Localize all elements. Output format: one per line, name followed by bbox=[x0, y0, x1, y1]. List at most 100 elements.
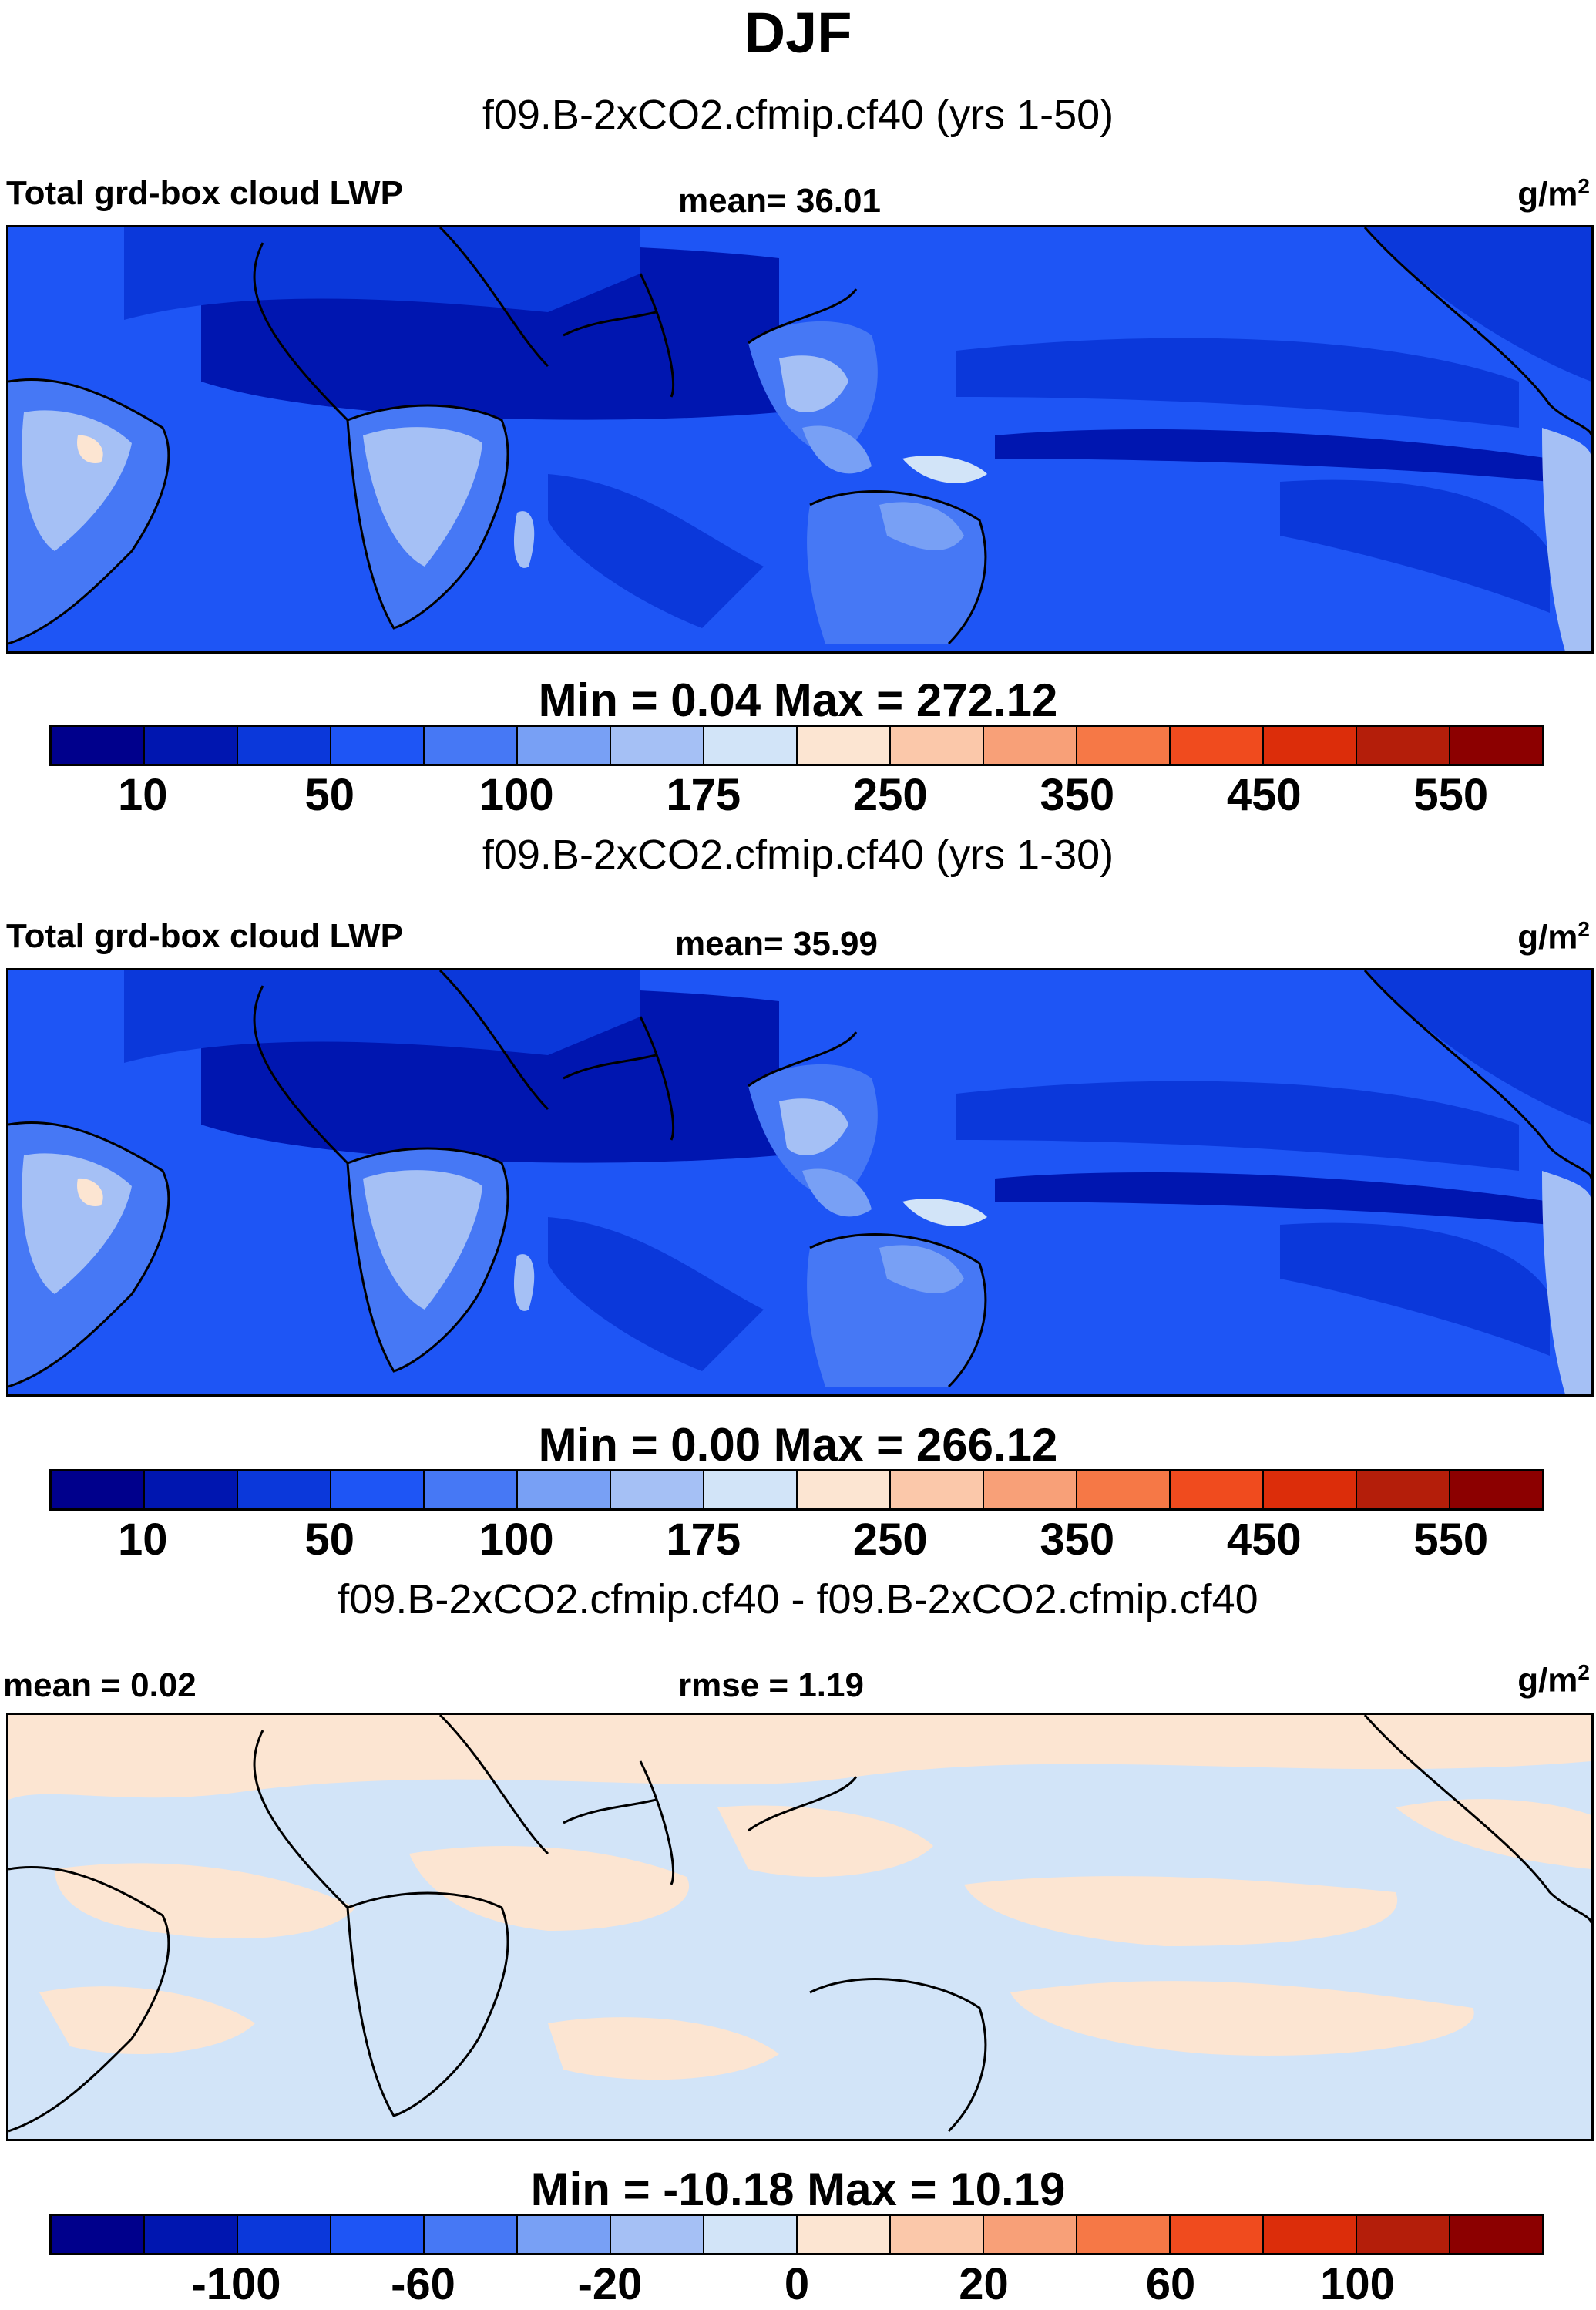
central-africa-high-lwp bbox=[363, 1170, 482, 1310]
south-pacific-band bbox=[1280, 1222, 1550, 1356]
positive-diff-indian bbox=[548, 2017, 779, 2080]
colorbar-segment bbox=[1264, 2216, 1357, 2253]
colorbar-tick-label: 450 bbox=[1226, 770, 1302, 820]
positive-diff-pacific bbox=[964, 1876, 1398, 1946]
positive-diff-africa bbox=[409, 1846, 690, 1931]
colorbar-segment bbox=[1077, 727, 1171, 764]
colorbar-segment bbox=[1357, 2216, 1450, 2253]
colorbar-segment bbox=[704, 727, 798, 764]
positive-diff-south-america bbox=[39, 1986, 255, 2054]
panel3-rmse-label: rmse = 1.19 bbox=[678, 1666, 864, 1704]
north-band bbox=[124, 227, 640, 320]
colorbar-segment bbox=[425, 727, 518, 764]
colorbar-segment bbox=[798, 1471, 891, 1508]
colorbar-segment bbox=[891, 1471, 984, 1508]
coast-africa bbox=[253, 1730, 509, 2117]
colorbar-segment bbox=[1450, 2216, 1542, 2253]
colorbar-segment bbox=[145, 727, 238, 764]
colorbar-segment bbox=[1357, 1471, 1450, 1508]
colorbar-tick-label: 350 bbox=[1040, 1515, 1115, 1565]
north-pacific-band bbox=[956, 338, 1519, 428]
north-pacific-band bbox=[956, 1081, 1519, 1171]
colorbar-segment bbox=[1077, 2216, 1171, 2253]
colorbar-tick-label: 175 bbox=[666, 1515, 741, 1565]
colorbar-segment bbox=[611, 727, 704, 764]
colorbar-segment bbox=[1171, 2216, 1264, 2253]
colorbar-segment bbox=[891, 727, 984, 764]
colorbar-tick-label: -60 bbox=[391, 2259, 455, 2309]
north-australia-high-lwp bbox=[879, 1245, 964, 1293]
colorbar-segment bbox=[891, 2216, 984, 2253]
colorbar-tick-label: -100 bbox=[191, 2259, 281, 2309]
panel1-map bbox=[6, 225, 1594, 654]
panel2-subtitle: f09.B-2xCO2.cfmip.cf40 (yrs 1-30) bbox=[482, 832, 1114, 878]
colorbar-tick-label: 450 bbox=[1226, 1515, 1302, 1565]
colorbar-tick-label: 20 bbox=[959, 2259, 1009, 2309]
colorbar-segment bbox=[331, 2216, 425, 2253]
colorbar-segment bbox=[1077, 1471, 1171, 1508]
colorbar-tick-label: 175 bbox=[666, 770, 741, 820]
coast-africa bbox=[253, 242, 509, 630]
colorbar-segment bbox=[518, 2216, 611, 2253]
colorbar-segment bbox=[704, 1471, 798, 1508]
panel1-variable-label: Total grd-box cloud LWP bbox=[6, 174, 403, 212]
amazon-peak bbox=[77, 1178, 103, 1206]
coast-africa bbox=[253, 985, 509, 1373]
borneo-field bbox=[802, 1168, 872, 1217]
panel2-mean-label: mean= 35.99 bbox=[675, 925, 878, 963]
colorbar-tick-label: 250 bbox=[852, 1515, 928, 1565]
colorbar-segment bbox=[984, 2216, 1077, 2253]
amazon-peak bbox=[77, 435, 103, 463]
colorbar-segment bbox=[145, 2216, 238, 2253]
colorbar-segment bbox=[1171, 1471, 1264, 1508]
east-south-america-field bbox=[1542, 428, 1591, 651]
colorbar-segment bbox=[1264, 1471, 1357, 1508]
coast-india bbox=[639, 1760, 858, 1885]
colorbar-tick-label: 250 bbox=[852, 770, 928, 820]
coast-india bbox=[639, 273, 858, 398]
itcz-dry-band bbox=[995, 1172, 1550, 1225]
colorbar-segment bbox=[52, 727, 145, 764]
coast-australia bbox=[809, 490, 987, 645]
panel1-colorbar bbox=[49, 725, 1544, 766]
panel3-colorbar bbox=[49, 2214, 1544, 2255]
colorbar-segment bbox=[52, 1471, 145, 1508]
panel3-map bbox=[6, 1713, 1594, 2141]
amazon-high-lwp bbox=[22, 410, 133, 551]
colorbar-segment bbox=[331, 1471, 425, 1508]
south-atlantic-band bbox=[548, 474, 764, 628]
south-atlantic-band bbox=[548, 1217, 764, 1371]
colorbar-tick-label: 550 bbox=[1413, 770, 1489, 820]
colorbar-segment bbox=[798, 2216, 891, 2253]
north-band bbox=[124, 970, 640, 1063]
colorbar-segment bbox=[518, 727, 611, 764]
coast-arabia bbox=[438, 970, 657, 1111]
north-america-field bbox=[1365, 970, 1591, 1125]
coast-south-america bbox=[8, 1866, 170, 2133]
colorbar-segment bbox=[1450, 727, 1542, 764]
coast-australia bbox=[809, 1233, 987, 1388]
panel2-variable-label: Total grd-box cloud LWP bbox=[6, 917, 403, 955]
coast-arabia bbox=[438, 1715, 657, 1855]
colorbar-segment bbox=[1450, 1471, 1542, 1508]
panel2-minmax: Min = 0.00 Max = 266.12 bbox=[538, 1419, 1058, 1471]
colorbar-segment bbox=[704, 2216, 798, 2253]
colorbar-tick-label: 50 bbox=[304, 1515, 355, 1565]
colorbar-segment bbox=[238, 1471, 331, 1508]
north-australia-high-lwp bbox=[879, 502, 964, 550]
amazon-high-lwp bbox=[22, 1153, 133, 1294]
coast-central-america bbox=[1363, 227, 1591, 436]
indochina-high-lwp bbox=[779, 1098, 848, 1155]
colorbar-tick-label: 10 bbox=[117, 1515, 168, 1565]
colorbar-segment bbox=[331, 727, 425, 764]
colorbar-tick-label: 100 bbox=[479, 1515, 554, 1565]
central-africa-high-lwp bbox=[363, 427, 482, 567]
panel1-map-field bbox=[8, 227, 1591, 651]
colorbar-segment bbox=[425, 2216, 518, 2253]
colorbar-tick-label: 350 bbox=[1040, 770, 1115, 820]
madagascar-field bbox=[513, 511, 535, 568]
colorbar-tick-label: 0 bbox=[784, 2259, 810, 2309]
panel3-mean-label: mean = 0.02 bbox=[3, 1666, 197, 1704]
itcz-dry-band bbox=[995, 429, 1550, 482]
panel3-minmax: Min = -10.18 Max = 10.19 bbox=[530, 2164, 1066, 2215]
